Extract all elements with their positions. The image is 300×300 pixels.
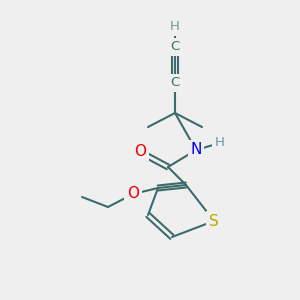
Text: S: S — [209, 214, 219, 229]
Text: O: O — [134, 145, 146, 160]
Text: H: H — [215, 136, 225, 149]
Text: C: C — [170, 40, 180, 53]
Text: C: C — [170, 76, 180, 89]
Text: H: H — [170, 20, 180, 34]
Text: N: N — [190, 142, 202, 158]
Text: O: O — [127, 187, 139, 202]
